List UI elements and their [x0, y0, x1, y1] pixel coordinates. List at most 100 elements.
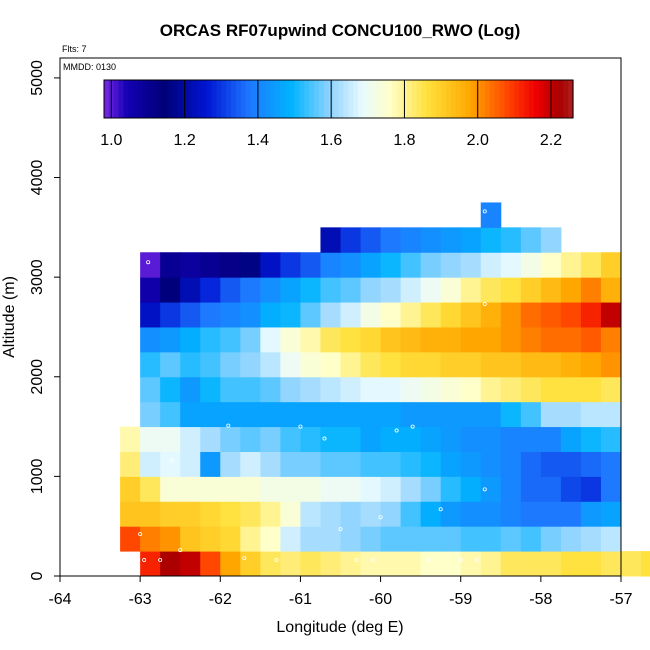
heatmap-cell	[340, 401, 362, 428]
heatmap-cell	[480, 526, 502, 552]
colorbar-swatch	[284, 80, 291, 118]
heatmap-cell	[160, 476, 181, 502]
heatmap-cell	[260, 376, 281, 403]
heatmap-cell	[560, 326, 582, 353]
colorbar-swatch	[416, 80, 423, 118]
heatmap-cell	[580, 376, 602, 403]
heatmap-cell	[580, 526, 602, 552]
heatmap-cell	[220, 351, 241, 378]
heatmap-cell	[420, 277, 442, 303]
colorbar-swatch	[123, 80, 130, 118]
heatmap-cell	[600, 476, 622, 502]
heatmap-cell	[240, 476, 261, 502]
heatmap-cell	[500, 302, 522, 328]
heatmap-cell	[300, 551, 321, 577]
colorbar-tick-label: 1.0	[100, 132, 122, 149]
heatmap-cell	[480, 476, 502, 502]
heatmap-cell	[280, 376, 301, 403]
heatmap-cell	[440, 426, 462, 452]
heatmap-cell	[420, 476, 442, 502]
heatmap-cell	[400, 326, 422, 353]
heatmap-cell	[540, 227, 562, 253]
heatmap-cell	[200, 252, 221, 278]
colorbar-swatch	[367, 80, 374, 118]
heatmap-cell	[200, 277, 221, 303]
y-tick-label: 1000	[29, 458, 46, 494]
heatmap-cell	[360, 252, 382, 278]
heatmap-cell	[440, 252, 462, 278]
heatmap-cell	[540, 376, 562, 403]
heatmap-cell	[520, 451, 542, 477]
heatmap-cell	[540, 302, 562, 328]
heatmap-cell	[480, 451, 502, 477]
heatmap-cell	[260, 302, 281, 328]
heatmap-cell	[180, 451, 201, 477]
heatmap-cell	[180, 526, 201, 552]
heatmap-cell	[500, 227, 522, 253]
heatmap-cell	[480, 202, 502, 228]
heatmap-cell	[520, 376, 542, 403]
heatmap-cell	[520, 351, 542, 378]
heatmap-cell	[240, 302, 261, 328]
heatmap-cell	[420, 551, 442, 577]
heatmap-cell	[540, 252, 562, 278]
heatmap-cell	[440, 476, 462, 502]
colorbar-swatch	[480, 80, 486, 118]
heatmap-cell	[180, 302, 201, 328]
colorbar-swatch	[143, 80, 149, 118]
colorbar-swatch	[162, 80, 169, 118]
heatmap-cell	[280, 277, 301, 303]
heatmap-cell	[580, 426, 602, 452]
heatmap-cell	[320, 326, 341, 353]
heatmap-cell	[480, 302, 502, 328]
heatmap-cell	[140, 277, 161, 303]
colorbar-swatch	[314, 80, 320, 118]
colorbar-swatch	[216, 80, 222, 118]
colorbar-swatch	[377, 80, 384, 118]
heatmap-cell	[260, 476, 281, 502]
heatmap-cell	[300, 302, 321, 328]
heatmap-cell	[300, 351, 321, 378]
heatmap-cell	[160, 526, 181, 552]
heatmap-cell	[260, 252, 281, 278]
heatmap-cell	[560, 551, 582, 577]
heatmap-cell	[220, 526, 241, 552]
heatmap-cell	[500, 501, 522, 527]
heatmap-cell	[380, 501, 402, 527]
heatmap-cell	[160, 551, 181, 577]
colorbar-swatch	[411, 80, 418, 118]
heatmap-cell	[240, 401, 261, 428]
heatmap-cell	[320, 476, 341, 502]
heatmap-cell	[560, 351, 582, 378]
heatmap-cell	[420, 326, 442, 353]
heatmap-cell	[440, 227, 462, 253]
heatmap-cell	[300, 426, 321, 452]
colorbar-swatch	[201, 80, 208, 118]
heatmap-cell	[460, 476, 482, 502]
heatmap-cell	[120, 501, 141, 527]
y-axis-ticks: 0 1000 2000 3000 4000 5000	[29, 60, 60, 580]
heatmap-cell	[340, 526, 362, 552]
heatmap-cell	[560, 451, 582, 477]
y-tick-label: 4000	[29, 160, 46, 196]
heatmap-cell	[220, 302, 241, 328]
heatmap-cell	[320, 302, 341, 328]
colorbar-swatch	[372, 80, 379, 118]
heatmap-cell	[240, 501, 261, 527]
heatmap-cell	[300, 451, 321, 477]
heatmap-cell	[580, 302, 602, 328]
heatmap-cell	[320, 426, 341, 452]
heatmap-cell	[280, 501, 301, 527]
sample-point	[146, 260, 151, 265]
heatmap-cell	[380, 476, 402, 502]
heatmap-cell	[220, 476, 241, 502]
colorbar-swatch	[524, 80, 530, 118]
heatmap-cell	[560, 426, 582, 452]
colorbar-swatch	[333, 80, 340, 118]
heatmap-cell	[160, 277, 181, 303]
heatmap-cell	[280, 302, 301, 328]
plot-frame	[59, 57, 622, 577]
heatmap-cell	[280, 526, 301, 552]
sample-point	[170, 458, 175, 463]
heatmap-cell	[400, 227, 422, 253]
